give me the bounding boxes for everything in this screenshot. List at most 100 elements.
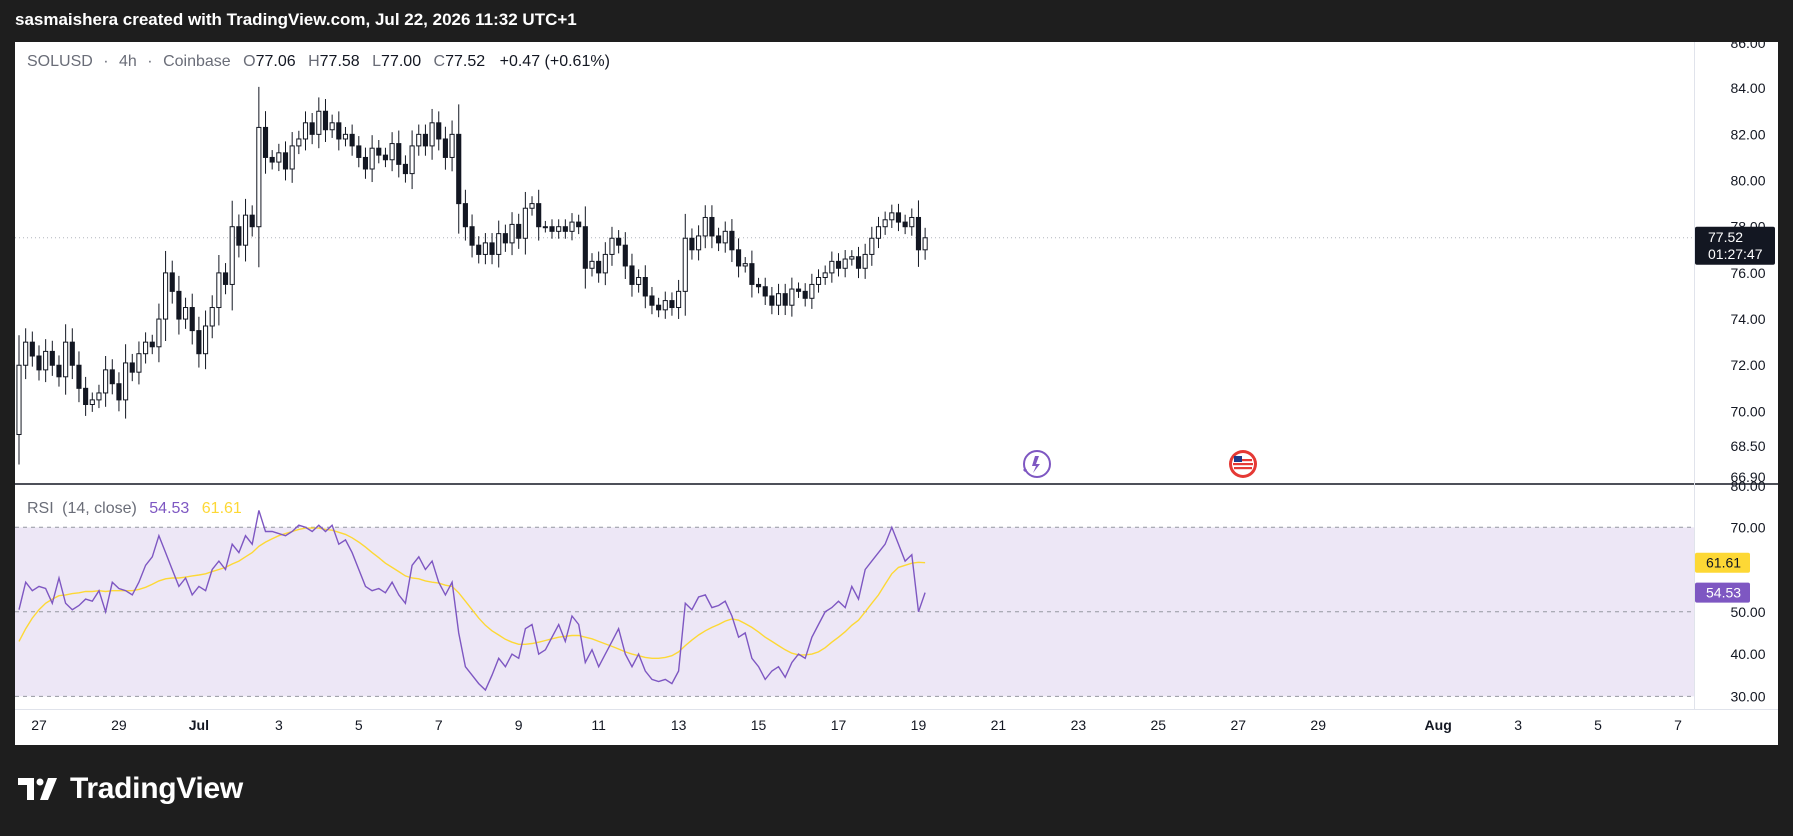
candle[interactable] bbox=[522, 191, 528, 255]
candle[interactable] bbox=[569, 213, 575, 241]
candle[interactable] bbox=[436, 111, 442, 151]
candle[interactable] bbox=[242, 198, 249, 262]
candle[interactable] bbox=[96, 384, 102, 409]
candle[interactable] bbox=[516, 213, 522, 249]
candle[interactable] bbox=[202, 310, 209, 370]
rsi-axis[interactable]: 80.00 70.00 50.00 40.00 30.00 bbox=[1730, 478, 1765, 704]
candle[interactable] bbox=[136, 341, 142, 385]
candle[interactable] bbox=[662, 291, 668, 319]
candle[interactable] bbox=[369, 135, 375, 183]
candle[interactable] bbox=[855, 246, 862, 279]
candle[interactable] bbox=[722, 221, 728, 253]
candle[interactable] bbox=[762, 277, 768, 305]
candle[interactable] bbox=[889, 204, 895, 228]
candle[interactable] bbox=[196, 316, 202, 368]
candle[interactable] bbox=[636, 269, 642, 293]
candle[interactable] bbox=[749, 250, 755, 298]
candle[interactable] bbox=[862, 243, 868, 279]
candle[interactable] bbox=[342, 126, 349, 147]
candle[interactable] bbox=[496, 220, 502, 268]
candle[interactable] bbox=[769, 286, 775, 315]
candle[interactable] bbox=[449, 120, 455, 172]
candle[interactable] bbox=[396, 130, 402, 178]
candle[interactable] bbox=[169, 260, 175, 304]
candle[interactable] bbox=[49, 340, 55, 376]
candle[interactable] bbox=[429, 108, 435, 160]
candle[interactable] bbox=[909, 208, 915, 236]
candle[interactable] bbox=[676, 279, 682, 319]
candle[interactable] bbox=[229, 200, 235, 311]
candle[interactable] bbox=[549, 219, 555, 239]
candle[interactable] bbox=[123, 344, 129, 419]
candle[interactable] bbox=[236, 214, 242, 258]
candle[interactable] bbox=[609, 226, 615, 266]
candle[interactable] bbox=[589, 253, 595, 277]
candle[interactable] bbox=[302, 111, 309, 151]
candle[interactable] bbox=[29, 331, 35, 367]
candle[interactable] bbox=[176, 275, 182, 335]
candle[interactable] bbox=[116, 372, 122, 412]
candle[interactable] bbox=[222, 263, 229, 295]
candle[interactable] bbox=[709, 205, 715, 249]
candle[interactable] bbox=[602, 242, 608, 286]
candle[interactable] bbox=[69, 328, 75, 380]
candles-layer[interactable] bbox=[16, 86, 928, 465]
candle[interactable] bbox=[296, 130, 302, 155]
candle[interactable] bbox=[63, 324, 69, 395]
candle[interactable] bbox=[789, 277, 795, 317]
candle[interactable] bbox=[209, 295, 215, 339]
candle[interactable] bbox=[556, 219, 562, 239]
candle[interactable] bbox=[795, 282, 802, 298]
candle[interactable] bbox=[56, 355, 62, 387]
candle[interactable] bbox=[76, 351, 82, 403]
candle[interactable] bbox=[802, 283, 808, 307]
candle[interactable] bbox=[216, 254, 222, 326]
rsi-layer[interactable] bbox=[18, 510, 926, 692]
candle[interactable] bbox=[895, 203, 902, 232]
candle[interactable] bbox=[269, 150, 275, 170]
candle[interactable] bbox=[156, 303, 162, 363]
candle[interactable] bbox=[682, 213, 688, 316]
candle[interactable] bbox=[849, 250, 855, 266]
candle[interactable] bbox=[276, 143, 282, 172]
candle[interactable] bbox=[689, 228, 695, 260]
candle[interactable] bbox=[416, 124, 422, 156]
candle[interactable] bbox=[576, 214, 582, 235]
candle[interactable] bbox=[922, 227, 928, 260]
candle[interactable] bbox=[882, 211, 888, 235]
sparkle-event-icon[interactable] bbox=[1023, 450, 1051, 478]
candle[interactable] bbox=[469, 214, 475, 258]
candle[interactable] bbox=[389, 132, 395, 172]
candle[interactable] bbox=[316, 97, 322, 149]
candle[interactable] bbox=[329, 114, 335, 138]
candle[interactable] bbox=[36, 345, 42, 381]
candle[interactable] bbox=[596, 251, 602, 283]
candle[interactable] bbox=[542, 220, 548, 233]
candle[interactable] bbox=[289, 132, 295, 183]
candle[interactable] bbox=[382, 147, 389, 168]
candle[interactable] bbox=[649, 286, 655, 315]
candle[interactable] bbox=[336, 111, 342, 151]
candle[interactable] bbox=[915, 200, 922, 267]
candle[interactable] bbox=[902, 214, 908, 235]
candle[interactable] bbox=[422, 124, 428, 156]
candle[interactable] bbox=[742, 257, 748, 273]
candle[interactable] bbox=[815, 269, 822, 293]
candle[interactable] bbox=[716, 227, 722, 252]
candle[interactable] bbox=[23, 328, 29, 380]
candle[interactable] bbox=[702, 205, 708, 249]
candle[interactable] bbox=[736, 238, 742, 278]
candle[interactable] bbox=[362, 147, 369, 179]
candle[interactable] bbox=[622, 232, 628, 280]
candle[interactable] bbox=[562, 219, 568, 239]
candle[interactable] bbox=[143, 332, 149, 364]
candle[interactable] bbox=[462, 189, 468, 241]
candle[interactable] bbox=[755, 277, 762, 294]
candle[interactable] bbox=[163, 250, 169, 342]
candle[interactable] bbox=[89, 392, 95, 412]
candle[interactable] bbox=[835, 253, 842, 277]
candle[interactable] bbox=[349, 124, 355, 156]
candle[interactable] bbox=[629, 253, 635, 297]
candle[interactable] bbox=[482, 233, 488, 265]
candle[interactable] bbox=[696, 225, 702, 261]
